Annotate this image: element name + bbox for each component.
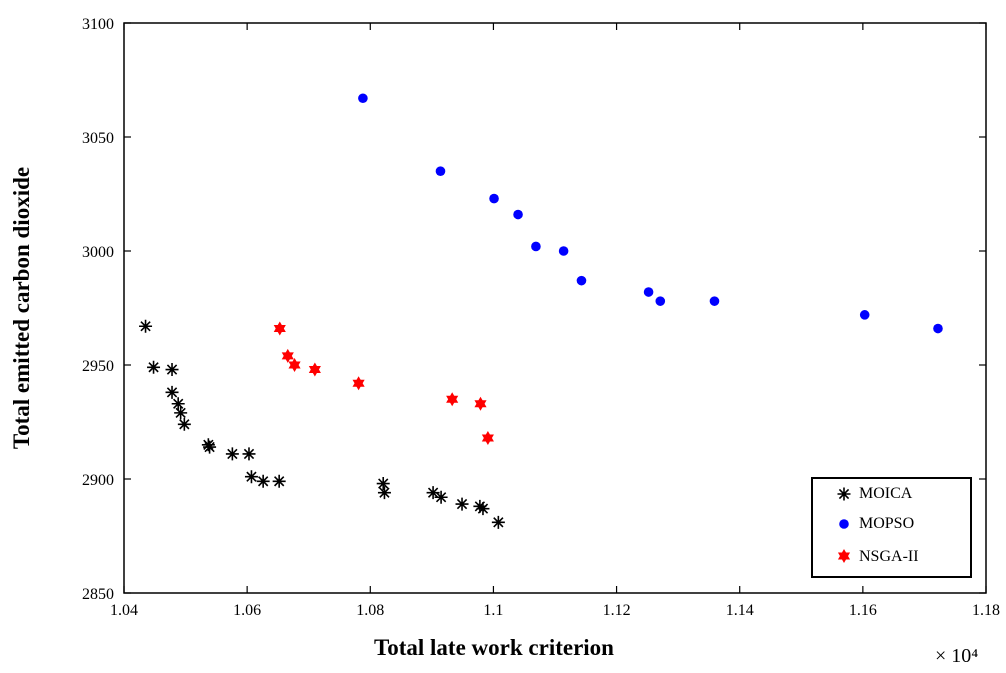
y-tick-label: 2950 (82, 358, 114, 375)
series-nsga-ii (273, 321, 494, 445)
data-point-nsga-ii (308, 362, 321, 377)
data-point-nsga-ii (474, 396, 487, 411)
data-point-mopso (435, 166, 446, 176)
data-point-nsga-ii (481, 430, 494, 445)
data-point-mopso (513, 209, 523, 220)
data-point-mopso (576, 275, 587, 286)
data-point-mopso (655, 296, 666, 306)
data-point-moica (225, 447, 239, 461)
data-point-mopso (933, 323, 943, 334)
y-tick-label: 3100 (82, 16, 114, 33)
data-point-moica (165, 385, 179, 399)
data-point-nsga-ii (273, 321, 286, 336)
x-tick-label: 1.04 (110, 602, 138, 619)
data-point-nsga-ii (446, 392, 459, 407)
legend-label-nsga-ii: NSGA-II (859, 548, 919, 565)
y-tick-label: 2850 (82, 586, 114, 603)
y-tick-label: 2900 (82, 472, 114, 489)
data-point-nsga-ii (281, 348, 294, 363)
x-tick-label: 1.08 (356, 602, 384, 619)
data-point-moica (242, 447, 256, 461)
data-point-moica (165, 363, 179, 377)
data-point-moica (256, 474, 270, 488)
data-point-moica (171, 397, 185, 411)
data-point-moica (139, 319, 153, 333)
y-tick-label: 3000 (82, 244, 114, 261)
y-tick-label: 3050 (82, 130, 114, 147)
y-axis-title: Total emitted carbon dioxide (9, 167, 34, 449)
legend-label-mopso: MOPSO (859, 515, 914, 532)
data-point-moica (272, 474, 286, 488)
legend-markers (837, 487, 851, 563)
x-tick-label: 1.12 (603, 602, 631, 619)
legend-label-moica: MOICA (859, 485, 913, 502)
data-point-moica (491, 515, 505, 529)
plot-area-frame (123, 22, 987, 594)
legend-marker-mopso (839, 519, 849, 529)
x-axis-title: Total late work criterion (374, 635, 614, 660)
data-point-mopso (643, 287, 654, 297)
x-tick-label: 1.16 (849, 602, 877, 619)
x-tick-label: 1.18 (972, 602, 1000, 619)
data-point-moica (174, 406, 188, 420)
data-point-moica (147, 360, 161, 374)
data-point-moica (376, 477, 390, 491)
data-point-mopso (709, 296, 720, 306)
data-point-mopso (531, 241, 541, 252)
data-point-moica (203, 440, 217, 454)
data-point-nsga-ii (352, 376, 365, 391)
data-point-mopso (558, 246, 569, 256)
data-point-mopso (358, 93, 368, 104)
data-point-moica (476, 502, 490, 516)
data-point-moica (377, 486, 391, 500)
x-tick-label: 1.1 (483, 602, 503, 619)
data-point-moica (434, 490, 448, 504)
legend-marker-moica (837, 487, 851, 501)
series-moica (139, 319, 505, 529)
x-tick-label: 1.14 (726, 602, 754, 619)
legend: MOICA MOPSO NSGA-II (811, 477, 972, 578)
data-point-nsga-ii (288, 358, 301, 372)
axis-ticks: 1.04 1.06 1.08 1.1 1.12 1.14 1.16 1.18 2850 2900 2… (82, 16, 1000, 619)
legend-marker-nsga-ii (837, 549, 851, 563)
x-exponent-label: × 10⁴ (935, 645, 978, 667)
data-point-moica (244, 470, 258, 484)
series-mopso (358, 93, 943, 334)
data-point-moica (177, 417, 191, 431)
data-point-moica (426, 486, 440, 500)
data-point-moica (455, 497, 469, 511)
data-point-mopso (489, 193, 499, 204)
data-point-mopso (859, 310, 870, 320)
data-marks (139, 93, 943, 529)
x-tick-label: 1.06 (233, 602, 261, 619)
